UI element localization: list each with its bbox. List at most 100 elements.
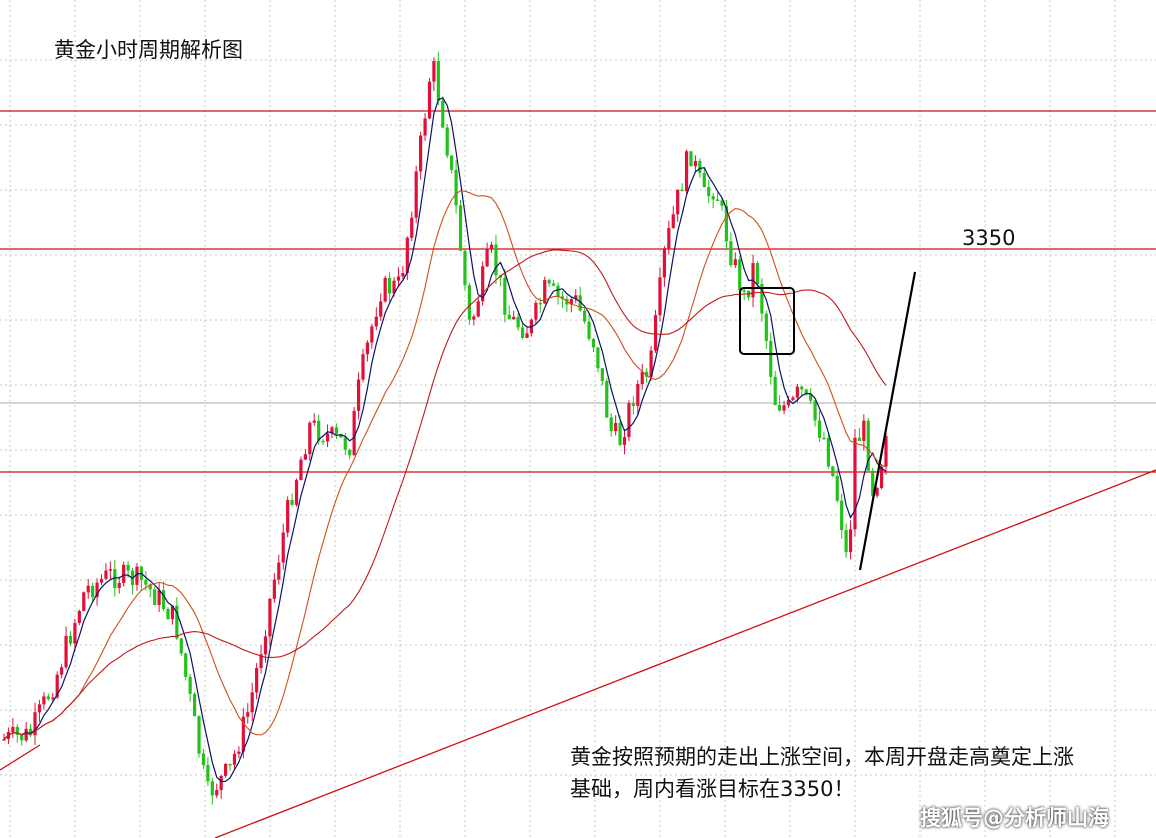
support-trendline-left [0,744,41,771]
candle-body [117,582,121,588]
candle-body [33,712,37,736]
candle-body [618,423,622,445]
candle-body [259,654,263,668]
candle-body [755,263,760,285]
candle-body [844,530,848,553]
candle-body [622,437,627,445]
candle-body [374,316,378,327]
candle-body [591,338,596,348]
candle-body [312,420,316,423]
candle-body [791,397,795,400]
candle-body [157,590,161,605]
projection-line [858,271,917,571]
candle-body [201,753,206,765]
candle-body [184,653,188,677]
candle-body [609,417,613,432]
candle-body [113,569,117,588]
candle-body [82,592,86,611]
candle-body [95,582,99,598]
candle-body [667,227,671,249]
candle-body [551,283,556,286]
candle-body [73,622,77,644]
candle-body [764,313,768,341]
candle-body [268,598,272,637]
candle-body [481,266,485,302]
candle-body [662,248,666,278]
candle-body [148,584,152,590]
candle-body [472,316,476,320]
candle-body [476,301,480,317]
candle-body [809,394,813,401]
watermark: 搜狐号@分析师山海 [920,806,1109,830]
candle-body [91,585,95,598]
candle-body [277,562,281,580]
candle-body [782,405,786,411]
candle-body [724,205,729,242]
candle-body [15,726,19,735]
candle-body [299,459,303,481]
candle-body [237,751,241,754]
candle-body [507,314,511,320]
support-trendline [214,469,1156,838]
candle-body [813,400,817,421]
candle-body [627,403,631,438]
candle-body [352,410,356,456]
candle-body [55,674,59,698]
candle-body [135,566,139,585]
candle-body [489,244,494,249]
candle-body [365,342,370,355]
candle-body [161,590,166,609]
candle-body [569,299,573,305]
candle-body [370,326,374,343]
candle-body [631,403,635,406]
candle-body [436,61,440,101]
candle-body [281,532,285,563]
candle-body [210,781,214,796]
candle-body [645,371,649,377]
candle-body [848,529,853,553]
candle-body [822,437,826,440]
candle-body [871,470,875,496]
chart-title: 黄金小时周期解析图 [54,38,243,62]
candle-body [263,636,268,655]
candle-body [538,302,542,305]
candle-body [153,589,157,605]
candle-body [738,259,742,291]
candle-body [467,285,471,320]
candle-body [383,277,387,302]
candle-body [835,476,839,501]
candle-body [534,302,538,320]
candle-body [649,350,653,377]
candle-body [20,734,24,741]
candle-body [866,420,870,471]
candle-body [343,437,347,450]
candle-body [494,244,498,276]
candle-body [427,81,432,119]
candle-body [689,151,693,167]
candle-body [520,327,525,338]
candle-body [760,284,764,314]
candle-body [104,570,108,579]
candle-body [286,500,290,533]
candle-body [246,712,250,717]
candle-body [707,187,711,197]
candle-body [192,693,197,717]
candle-body [42,696,46,705]
candle-body [543,280,547,304]
candle-body [879,466,884,489]
candle-body [503,277,507,315]
candle-body [46,696,50,700]
candle-body [179,638,183,654]
candle-body [126,564,130,571]
candle-body [308,422,312,455]
candle-body [232,753,237,765]
candle-body [144,579,148,585]
candle-body [423,118,427,136]
candle-body [454,169,458,206]
candle-body [658,277,662,316]
candle-body [330,427,334,434]
candle-body [99,578,104,583]
candle-body [596,347,600,369]
